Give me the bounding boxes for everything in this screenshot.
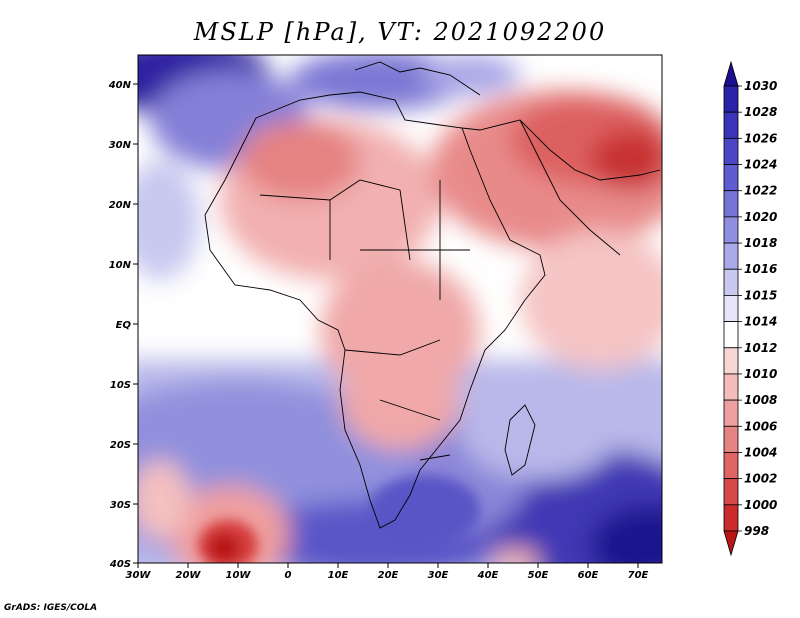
- colorbar-label: 1014: [744, 315, 777, 329]
- colorbar-label: 1022: [744, 184, 777, 198]
- lat-label-40n: 40N: [108, 80, 132, 91]
- lon-label-10e: 10E: [328, 570, 349, 581]
- colorbar-label: 998: [744, 524, 769, 538]
- lat-label-40s: 40S: [109, 559, 131, 570]
- lat-label-30s: 30S: [110, 500, 131, 511]
- colorbar-label: 1002: [744, 472, 777, 486]
- mslp-field: [138, 55, 662, 563]
- colorbar-segment: [723, 295, 739, 322]
- colorbar-label: 1024: [744, 158, 777, 172]
- lon-label-40e: 40E: [477, 570, 499, 581]
- lon-label-0: 0: [285, 570, 292, 581]
- colorbar-segment: [723, 111, 739, 139]
- lat-label-eq: EQ: [116, 320, 132, 331]
- colorbar-segment: [723, 425, 739, 453]
- colorbar-segment: [723, 504, 739, 532]
- lon-label-20w: 20W: [176, 570, 202, 581]
- lon-label-10w: 10W: [226, 570, 252, 581]
- lat-label-30n: 30N: [109, 140, 132, 151]
- colorbar-top-arrow: [723, 60, 739, 87]
- colorbar-label: 1012: [744, 341, 777, 355]
- colorbar-segment: [723, 164, 739, 192]
- coastlines: [204, 61, 661, 529]
- colorbar-label: 1026: [744, 131, 777, 145]
- colorbar-label: 1004: [744, 445, 777, 459]
- lat-label-10s: 10S: [110, 380, 131, 391]
- colorbar-segment: [723, 321, 739, 349]
- colorbar-label: 1008: [744, 393, 777, 407]
- colorbar-label: 1030: [744, 79, 777, 93]
- colorbar-segment: [723, 478, 739, 506]
- lat-axis: 40N 30N 20N 10N EQ 10S 20S 30S 40S: [108, 80, 138, 570]
- colorbar-segment: [723, 242, 739, 270]
- lat-label-10n: 10N: [109, 260, 132, 271]
- colorbar-segment: [723, 216, 739, 244]
- lon-label-30w: 30W: [126, 570, 152, 581]
- colorbar-label: 1016: [744, 262, 777, 276]
- colorbar-label: 1000: [744, 498, 777, 512]
- colorbar-segment: [723, 85, 739, 113]
- colorbar-segment: [723, 268, 739, 296]
- lat-label-20n: 20N: [109, 200, 132, 211]
- lon-label-50e: 50E: [528, 570, 549, 581]
- credit-text: GrADS: IGES/COLA: [4, 603, 98, 613]
- lon-label-30e: 30E: [428, 570, 449, 581]
- map-frame: [137, 54, 663, 564]
- colorbar-label: 1020: [744, 210, 777, 224]
- colorbar-segment: [723, 347, 739, 375]
- colorbar-label: 1010: [744, 367, 777, 381]
- map-title: MSLP [hPa], VT: 2021092200: [193, 18, 607, 46]
- lon-label-20e: 20E: [378, 570, 399, 581]
- colorbar-label: 1018: [744, 236, 777, 250]
- colorbar-segment: [723, 373, 739, 401]
- colorbar-segment: [723, 452, 739, 480]
- colorbar: 1030 1028 1026 1024 1022 1020 1018 1016 1015 1014…: [723, 60, 777, 557]
- lon-label-60e: 60E: [578, 570, 599, 581]
- lon-label-70e: 70E: [628, 570, 649, 581]
- colorbar-label: 1015: [744, 288, 777, 302]
- lon-axis: 30W 20W 10W 0 10E 20E 30E 40E 50E 60E 70…: [126, 563, 649, 581]
- colorbar-bottom-arrow: [723, 530, 739, 557]
- lat-label-20s: 20S: [110, 440, 131, 451]
- colorbar-segment: [723, 137, 739, 165]
- colorbar-label: 1028: [744, 105, 777, 119]
- colorbar-segment: [723, 399, 739, 427]
- colorbar-label: 1006: [744, 419, 777, 433]
- colorbar-segment: [723, 190, 739, 218]
